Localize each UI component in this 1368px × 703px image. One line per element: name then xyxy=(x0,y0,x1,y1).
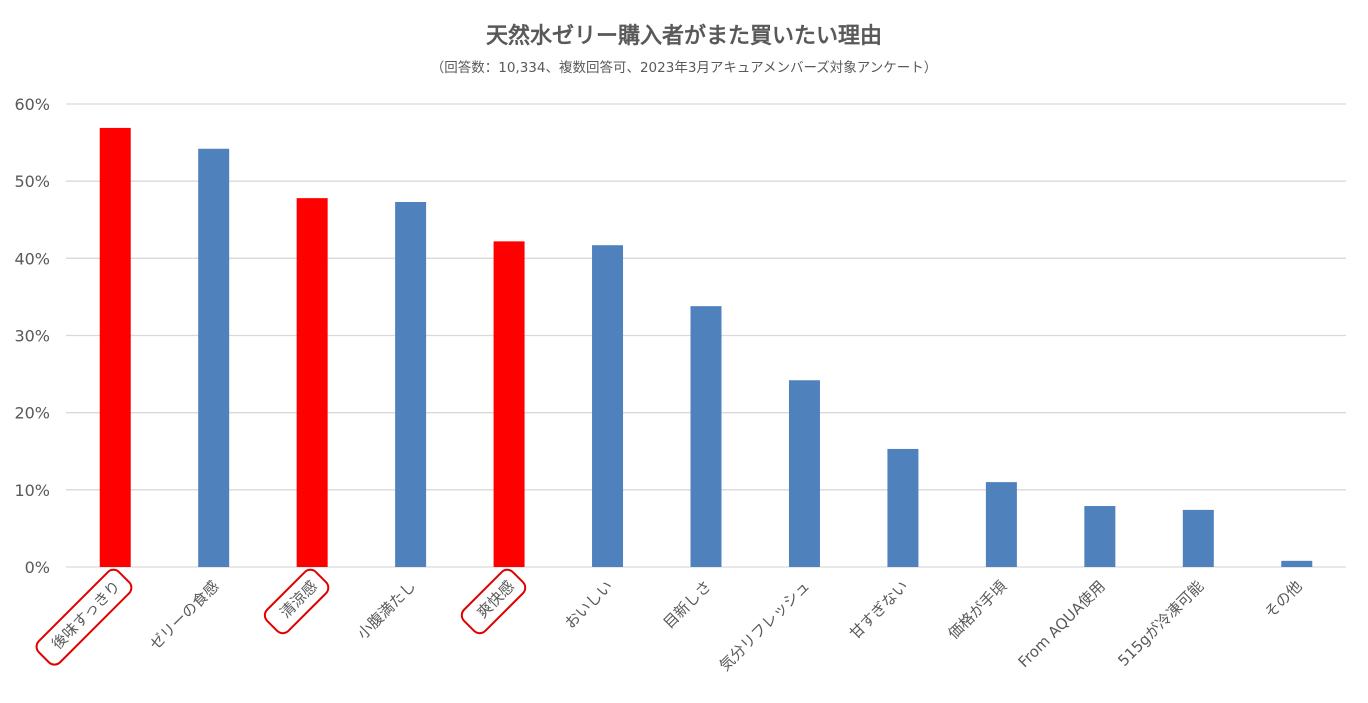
x-tick-group: 清涼感 xyxy=(263,568,330,635)
x-tick-group: 気分リフレッシュ xyxy=(716,577,814,675)
highlight-outline xyxy=(460,568,527,635)
x-tick-label: おいしい xyxy=(561,577,616,632)
y-tick-label: 20% xyxy=(14,404,50,423)
bar-10 xyxy=(985,482,1017,567)
highlight-outline xyxy=(35,568,133,666)
x-tick-group: その他 xyxy=(1261,577,1306,622)
bar-13 xyxy=(1281,560,1313,567)
x-tick-label: 気分リフレッシュ xyxy=(716,577,814,675)
y-tick-label: 50% xyxy=(14,172,50,191)
x-tick-label: 目新しさ xyxy=(660,577,715,632)
bar-7 xyxy=(690,306,722,567)
x-tick-label: その他 xyxy=(1261,577,1306,622)
x-tick-label: 後味すっきり xyxy=(48,577,124,653)
bar-11 xyxy=(1084,506,1116,567)
x-tick-label: ゼリーの食感 xyxy=(146,577,222,653)
bar-12 xyxy=(1182,509,1214,567)
bar-1 xyxy=(99,127,131,568)
y-tick-label: 10% xyxy=(14,481,50,500)
y-tick-label: 60% xyxy=(14,95,50,114)
x-tick-label: 甘すぎない xyxy=(846,577,912,643)
bar-6 xyxy=(592,245,624,567)
bar-4 xyxy=(395,202,427,568)
x-tick-label: 爽快感 xyxy=(473,577,518,622)
x-tick-group: 515gが冷凍可能 xyxy=(1114,577,1207,670)
x-tick-label: From AQUA使用 xyxy=(1015,577,1109,671)
chart-title: 天然水ゼリー購入者がまた買いたい理由 xyxy=(485,24,882,49)
chart-subtitle: （回答数：10,334、複数回答可、2023年3月アキュアメンバーズ対象アンケー… xyxy=(430,60,938,76)
x-tick-group: 小腹満たし xyxy=(354,577,420,643)
x-tick-group: ゼリーの食感 xyxy=(146,577,222,653)
x-tick-group: おいしい xyxy=(561,577,616,632)
y-tick-label: 0% xyxy=(25,558,50,577)
x-tick-group: 目新しさ xyxy=(660,577,715,632)
bar-8 xyxy=(788,380,820,567)
y-tick-label: 30% xyxy=(14,327,50,346)
x-tick-label: 清涼感 xyxy=(276,577,321,622)
x-tick-label: 小腹満たし xyxy=(354,577,420,643)
x-tick-label: 価格が手頃 xyxy=(944,577,1010,643)
x-tick-group: 後味すっきり xyxy=(35,568,133,666)
x-tick-group: 爽快感 xyxy=(460,568,527,635)
bar-5 xyxy=(493,241,525,567)
bar-2 xyxy=(198,148,230,568)
x-tick-group: From AQUA使用 xyxy=(1015,577,1109,671)
y-tick-label: 40% xyxy=(14,249,50,268)
x-tick-group: 価格が手頃 xyxy=(944,577,1010,643)
bar-3 xyxy=(296,198,328,568)
x-tick-label: 515gが冷凍可能 xyxy=(1114,577,1207,670)
x-tick-group: 甘すぎない xyxy=(846,577,912,643)
bar-9 xyxy=(887,448,919,567)
highlight-outline xyxy=(263,568,330,635)
